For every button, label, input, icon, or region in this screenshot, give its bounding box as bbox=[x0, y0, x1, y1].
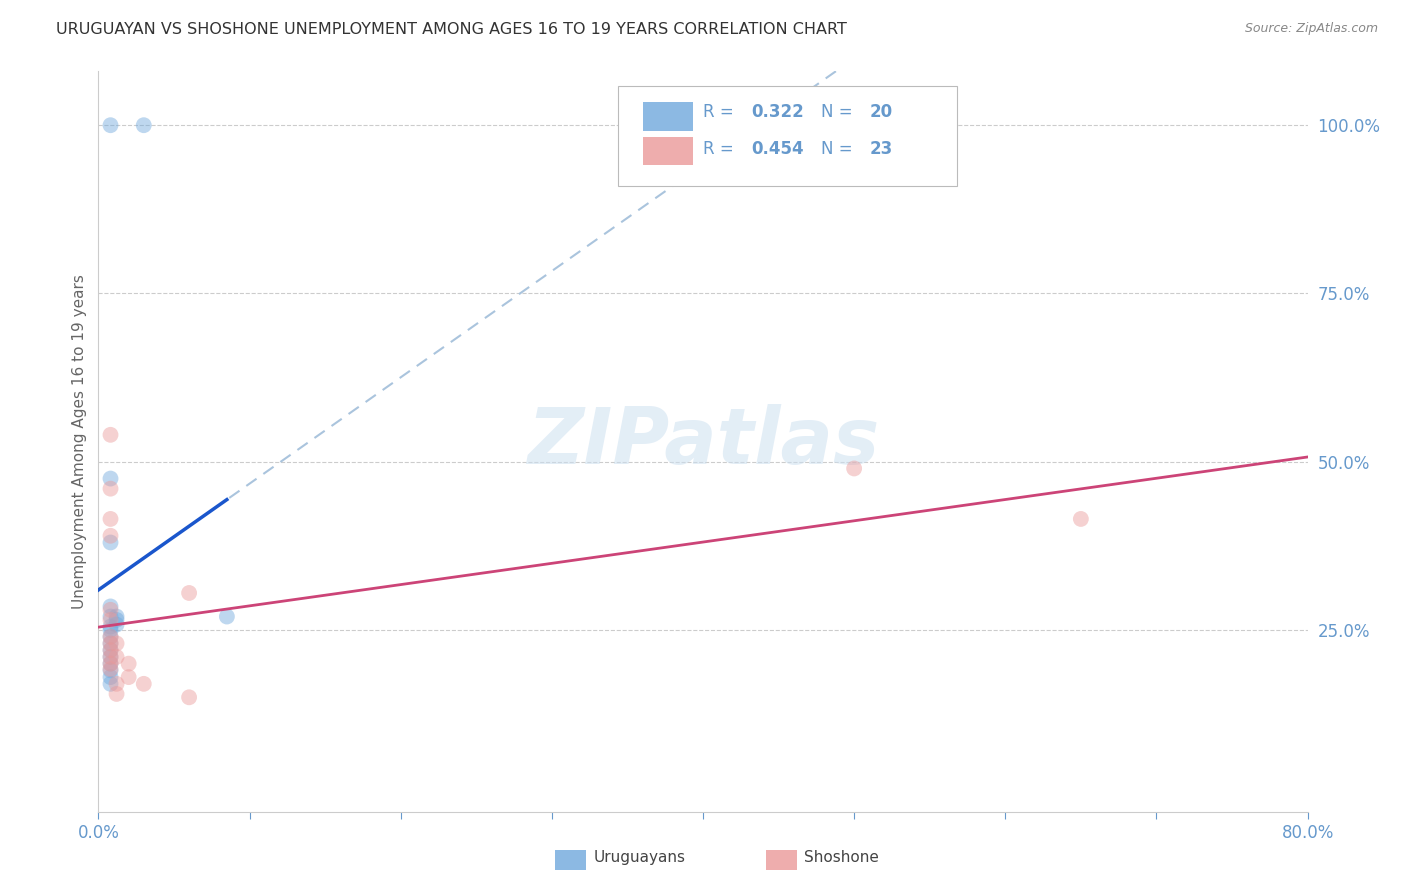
Point bbox=[100, 657, 122, 671]
Point bbox=[132, 118, 155, 132]
Point bbox=[100, 636, 122, 650]
Point bbox=[100, 643, 122, 657]
Point bbox=[105, 649, 128, 664]
FancyBboxPatch shape bbox=[643, 137, 693, 165]
Point bbox=[100, 482, 122, 496]
Text: R =: R = bbox=[703, 103, 740, 121]
Y-axis label: Unemployment Among Ages 16 to 19 years: Unemployment Among Ages 16 to 19 years bbox=[72, 274, 87, 609]
Text: ZIPatlas: ZIPatlas bbox=[527, 403, 879, 480]
Point bbox=[179, 690, 201, 705]
Text: N =: N = bbox=[821, 140, 859, 158]
Text: 0.454: 0.454 bbox=[751, 140, 804, 158]
Point bbox=[105, 677, 128, 691]
Point bbox=[105, 617, 128, 632]
Point bbox=[100, 677, 122, 691]
Point bbox=[100, 619, 122, 633]
Point bbox=[100, 630, 122, 644]
FancyBboxPatch shape bbox=[643, 103, 693, 130]
FancyBboxPatch shape bbox=[619, 87, 957, 186]
Point bbox=[118, 670, 141, 684]
Point bbox=[100, 623, 122, 637]
Point bbox=[100, 471, 122, 485]
Point bbox=[100, 609, 122, 624]
Point bbox=[100, 643, 122, 657]
Point bbox=[100, 512, 122, 526]
Text: Source: ZipAtlas.com: Source: ZipAtlas.com bbox=[1244, 22, 1378, 36]
Text: R =: R = bbox=[703, 140, 740, 158]
Point bbox=[105, 613, 128, 627]
Point bbox=[100, 636, 122, 650]
Point bbox=[100, 603, 122, 617]
Point bbox=[105, 636, 128, 650]
Point bbox=[118, 657, 141, 671]
Point bbox=[100, 662, 122, 676]
Point bbox=[100, 599, 122, 614]
Text: N =: N = bbox=[821, 103, 859, 121]
Point bbox=[100, 427, 122, 442]
Point bbox=[100, 649, 122, 664]
Point bbox=[100, 535, 122, 549]
Text: URUGUAYAN VS SHOSHONE UNEMPLOYMENT AMONG AGES 16 TO 19 YEARS CORRELATION CHART: URUGUAYAN VS SHOSHONE UNEMPLOYMENT AMONG… bbox=[56, 22, 846, 37]
Text: 23: 23 bbox=[870, 140, 893, 158]
Point bbox=[132, 677, 155, 691]
Point bbox=[215, 609, 238, 624]
Point bbox=[100, 529, 122, 543]
Point bbox=[105, 687, 128, 701]
Point bbox=[100, 664, 122, 678]
Point bbox=[105, 609, 128, 624]
Point bbox=[1070, 512, 1092, 526]
Point bbox=[179, 586, 201, 600]
Point bbox=[100, 670, 122, 684]
Text: 20: 20 bbox=[870, 103, 893, 121]
Text: Shoshone: Shoshone bbox=[804, 850, 879, 865]
Text: Uruguayans: Uruguayans bbox=[593, 850, 685, 865]
Text: 0.322: 0.322 bbox=[751, 103, 804, 121]
Point bbox=[100, 630, 122, 644]
Point bbox=[100, 657, 122, 671]
Point bbox=[100, 118, 122, 132]
Point bbox=[100, 649, 122, 664]
Point bbox=[844, 461, 866, 475]
Point bbox=[100, 613, 122, 627]
